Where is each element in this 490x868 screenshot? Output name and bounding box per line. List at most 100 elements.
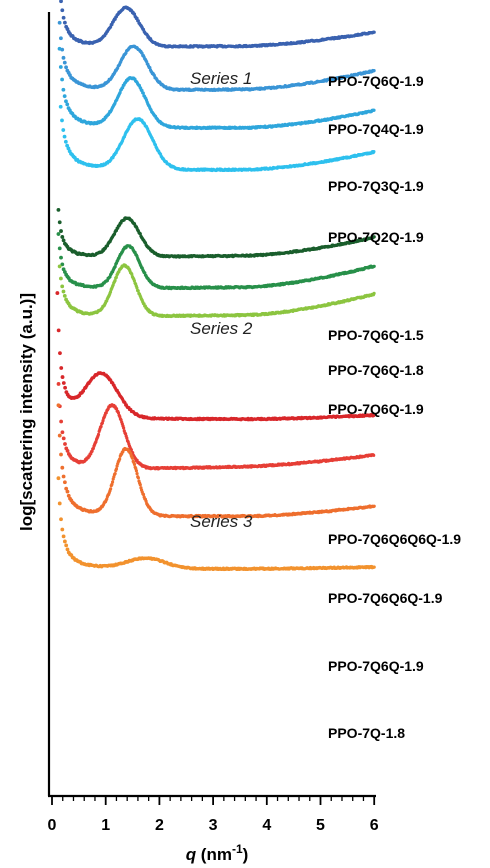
- data-point: [60, 430, 65, 435]
- data-point: [59, 229, 63, 233]
- data-point: [60, 527, 65, 532]
- data-point: [55, 291, 60, 295]
- series-5: [56, 207, 376, 259]
- data-point: [56, 328, 61, 333]
- data-point: [135, 472, 139, 476]
- data-point: [372, 30, 376, 34]
- data-point: [130, 456, 135, 460]
- data-point: [60, 262, 65, 267]
- data-point: [372, 69, 376, 73]
- data-point: [59, 366, 64, 370]
- data-point: [372, 235, 376, 239]
- data-point: [64, 543, 69, 548]
- data-point: [57, 20, 62, 25]
- data-point: [136, 476, 140, 480]
- data-point: [113, 471, 117, 476]
- data-point: [136, 289, 140, 293]
- data-point: [57, 246, 62, 251]
- data-point: [372, 150, 376, 154]
- data-point: [62, 480, 67, 485]
- data-point: [61, 55, 66, 60]
- data-point: [61, 87, 66, 92]
- data-point: [56, 207, 61, 212]
- data-point: [372, 453, 376, 457]
- data-point: [65, 102, 70, 107]
- data-point: [60, 284, 65, 289]
- data-point: [61, 238, 66, 243]
- data-point: [61, 128, 66, 132]
- data-point: [56, 476, 61, 481]
- data-point: [60, 8, 65, 13]
- data-point: [372, 264, 376, 268]
- data-point: [56, 232, 61, 236]
- data-point: [109, 487, 113, 491]
- data-point: [60, 118, 64, 123]
- series-1: [59, 0, 376, 49]
- data-point: [61, 436, 66, 441]
- data-point: [59, 517, 63, 522]
- data-point: [99, 424, 103, 429]
- data-point: [62, 20, 67, 25]
- data-point: [65, 27, 70, 31]
- data-point: [60, 375, 65, 379]
- data-point: [122, 426, 126, 430]
- data-point: [118, 91, 122, 95]
- data-point: [62, 94, 67, 99]
- data-point: [61, 474, 66, 479]
- data-point: [64, 65, 68, 70]
- data-point: [61, 267, 66, 272]
- data-point: [113, 265, 117, 269]
- data-point: [58, 65, 63, 69]
- plot-area: PPO-7Q6Q-1.9PPO-7Q4Q-1.9PPO-7Q3Q-1.9PPO-…: [55, 0, 461, 741]
- data-point: [57, 220, 62, 225]
- data-point: [113, 279, 117, 283]
- data-point: [58, 104, 63, 109]
- data-point: [64, 99, 68, 104]
- data-point: [59, 0, 63, 4]
- data-point: [59, 419, 64, 424]
- data-point: [61, 534, 66, 539]
- series-9: [56, 382, 376, 471]
- series-6: [56, 232, 376, 291]
- data-point: [61, 15, 66, 20]
- data-point: [372, 108, 376, 112]
- data-point: [138, 483, 142, 487]
- data-point: [96, 432, 101, 437]
- data-point: [114, 275, 118, 279]
- data-point: [59, 276, 63, 281]
- data-point: [60, 77, 64, 82]
- data-point: [57, 433, 62, 438]
- data-point: [132, 462, 137, 466]
- data-point: [134, 469, 139, 473]
- curves: [55, 0, 376, 572]
- data-point: [65, 489, 70, 494]
- series-4: [58, 104, 376, 173]
- data-point: [62, 293, 67, 298]
- series-2: [57, 20, 376, 93]
- data-point: [372, 504, 376, 508]
- data-point: [61, 289, 66, 294]
- series-7: [57, 263, 376, 319]
- data-point: [57, 264, 62, 269]
- data-point: [57, 501, 62, 506]
- data-point: [135, 286, 139, 290]
- data-point: [59, 36, 63, 41]
- data-point: [66, 146, 71, 151]
- data-point: [118, 457, 122, 461]
- data-point: [141, 91, 145, 95]
- data-point: [63, 442, 67, 446]
- data-point: [130, 272, 134, 276]
- data-point: [60, 235, 65, 239]
- data-point: [62, 539, 67, 544]
- data-point: [135, 16, 139, 20]
- data-point: [59, 452, 63, 457]
- data-point: [110, 480, 115, 484]
- data-point: [56, 382, 61, 386]
- series-3: [57, 46, 376, 131]
- data-point: [62, 134, 67, 139]
- data-point: [63, 139, 68, 144]
- data-point: [58, 351, 62, 356]
- data-point: [62, 60, 67, 65]
- data-point: [60, 465, 65, 470]
